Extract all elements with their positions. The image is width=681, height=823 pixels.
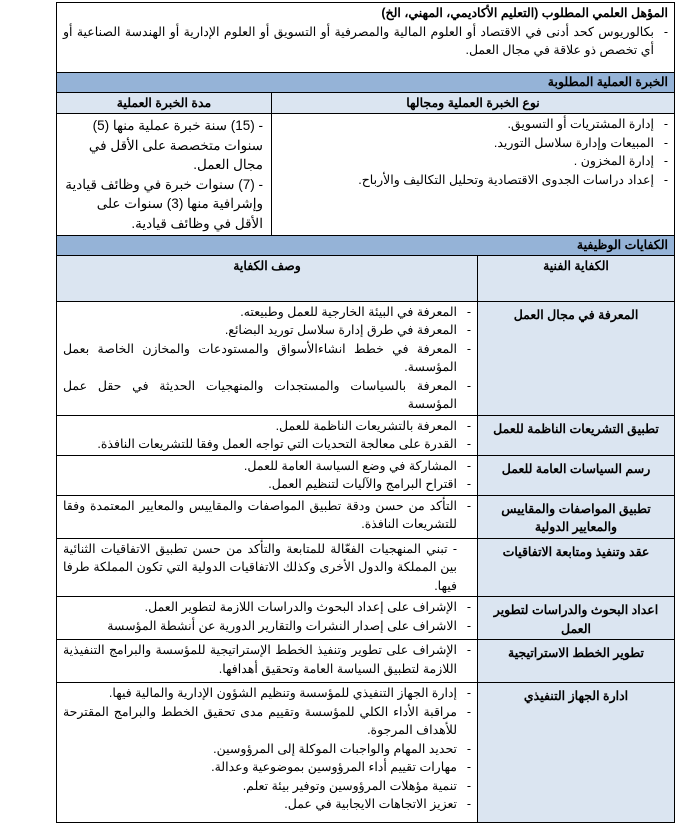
competency-item: المعرفة في طرق إدارة سلاسل توريد البضائع… (63, 321, 471, 340)
competencies-title: الكفايات الوظيفية (55, 235, 676, 256)
experience-type-header: نوع الخبرة العملية ومجالها (271, 91, 675, 114)
competency-row: المعرفة في مجال العمل المعرفة في البيئة … (55, 300, 675, 416)
competency-item: المعرفة بالسياسات والمستجدات والمنهجيات … (63, 377, 471, 414)
competency-name: اعداد البحوث والدراسات لتطوير العمل (477, 596, 675, 640)
competency-item: المعرفة في خطط انشاءالأسواق والمستودعات … (63, 340, 471, 377)
competency-row: رسم السياسات العامة للعمل المشاركة في وض… (55, 454, 675, 496)
competency-name: تطوير الخطط الاستراتيجية (477, 639, 675, 683)
qualification-item: بكالوريوس كحد أدنى في الاقتصاد أو العلوم… (63, 23, 668, 60)
competency-item: المشاركة في وضع السياسة العامة للعمل. (63, 457, 471, 476)
competency-row: تطوير الخطط الاستراتيجية الإشراف على تطو… (55, 639, 675, 683)
competency-item: الإشراف على إعداد البحوث والدراسات اللاز… (63, 598, 471, 617)
competency-name: رسم السياسات العامة للعمل (477, 454, 675, 496)
competency-item: تنمية مؤهلات المرؤوسين وتوفير بيئة تعلم. (63, 777, 471, 796)
competency-name: عقد وتنفيذ ومتابعة الاتفاقيات (477, 537, 675, 597)
job-description-document: المؤهل العلمي المطلوب (التعليم الأكاديمي… (55, 2, 676, 823)
competency-row: تطبيق المواصفات والمقاييس والمعايير الدو… (55, 494, 675, 539)
job-table: المؤهل العلمي المطلوب (التعليم الأكاديمي… (55, 2, 676, 823)
experience-type-item: المبيعات وإدارة سلاسل التوريد. (278, 134, 668, 153)
duration-item: - (7) سنوات خبرة في وظائف قيادية وإشرافي… (65, 176, 263, 231)
experience-types: إدارة المشتريات أو التسويق. المبيعات وإد… (271, 113, 675, 236)
qualification-title: المؤهل العلمي المطلوب (التعليم الأكاديمي… (381, 6, 668, 20)
competency-name: المعرفة في مجال العمل (477, 300, 675, 416)
duration-item: - (15) سنة خبرة عملية منها (5) سنوات متخ… (88, 118, 263, 172)
competency-item: المعرفة في البيئة الخارجية للعمل وطبيعته… (63, 303, 471, 322)
competency-name: ادارة الجهاز التنفيذي (477, 682, 675, 823)
experience-duration-header: مدة الخبرة العملية (55, 91, 273, 114)
experience-type-item: إعداد دراسات الجدوى الاقتصادية وتحليل ال… (278, 171, 668, 190)
competency-row: اعداد البحوث والدراسات لتطوير العمل الإش… (55, 596, 675, 640)
competency-item: تحديد المهام والواجبات الموكلة إلى المرؤ… (63, 740, 471, 759)
competency-item: الإشراف على تطوير وتنفيذ الخطط الإستراتي… (63, 641, 471, 678)
competency-item: تعزيز الاتجاهات الايجابية في عمل. (63, 795, 471, 814)
competency-item: الاشراف على إصدار النشرات والتقارير الدو… (63, 617, 471, 636)
experience-type-item: إدارة المشتريات أو التسويق. (278, 115, 668, 134)
experience-durations: - (15) سنة خبرة عملية منها (5) سنوات متخ… (55, 113, 273, 236)
competency-item: - تبني المنهجيات الفعّالة للمتابعة والتأ… (62, 541, 457, 593)
competency-item: التأكد من حسن ودقة تطبيق المواصفات والمق… (63, 497, 471, 534)
experience-type-item: إدارة المخزون . (278, 152, 668, 171)
competency-item: إدارة الجهاز التنفيذي للمؤسسة وتنظيم الش… (63, 684, 471, 703)
competency-desc-header: وصف الكفاية (55, 254, 479, 302)
experience-title: الخبرة العملية المطلوبة (55, 72, 676, 93)
competency-row: تطبيق التشريعات الناظمة للعمل المعرفة با… (55, 414, 675, 456)
competency-name: تطبيق المواصفات والمقاييس والمعايير الدو… (477, 494, 675, 539)
competency-item: اقتراح البرامج والآليات لتنظيم العمل. (63, 475, 471, 494)
competency-row: عقد وتنفيذ ومتابعة الاتفاقيات - تبني الم… (55, 537, 675, 597)
competency-row: ادارة الجهاز التنفيذي إدارة الجهاز التنف… (55, 682, 675, 823)
competency-item: المعرفة بالتشريعات الناظمة للعمل. (63, 417, 471, 436)
qualification-section: المؤهل العلمي المطلوب (التعليم الأكاديمي… (55, 2, 676, 73)
competency-name: تطبيق التشريعات الناظمة للعمل (477, 414, 675, 456)
competency-name-header: الكفاية الفنية (477, 254, 675, 302)
competency-item: مهارات تقييم أداء المرؤوسين بموضوعية وعد… (63, 758, 471, 777)
competency-item: مراقبة الأداء الكلي للمؤسسة وتقييم مدى ت… (63, 703, 471, 740)
competency-item: القدرة على معالجة التحديات التي تواجه ال… (63, 435, 471, 454)
